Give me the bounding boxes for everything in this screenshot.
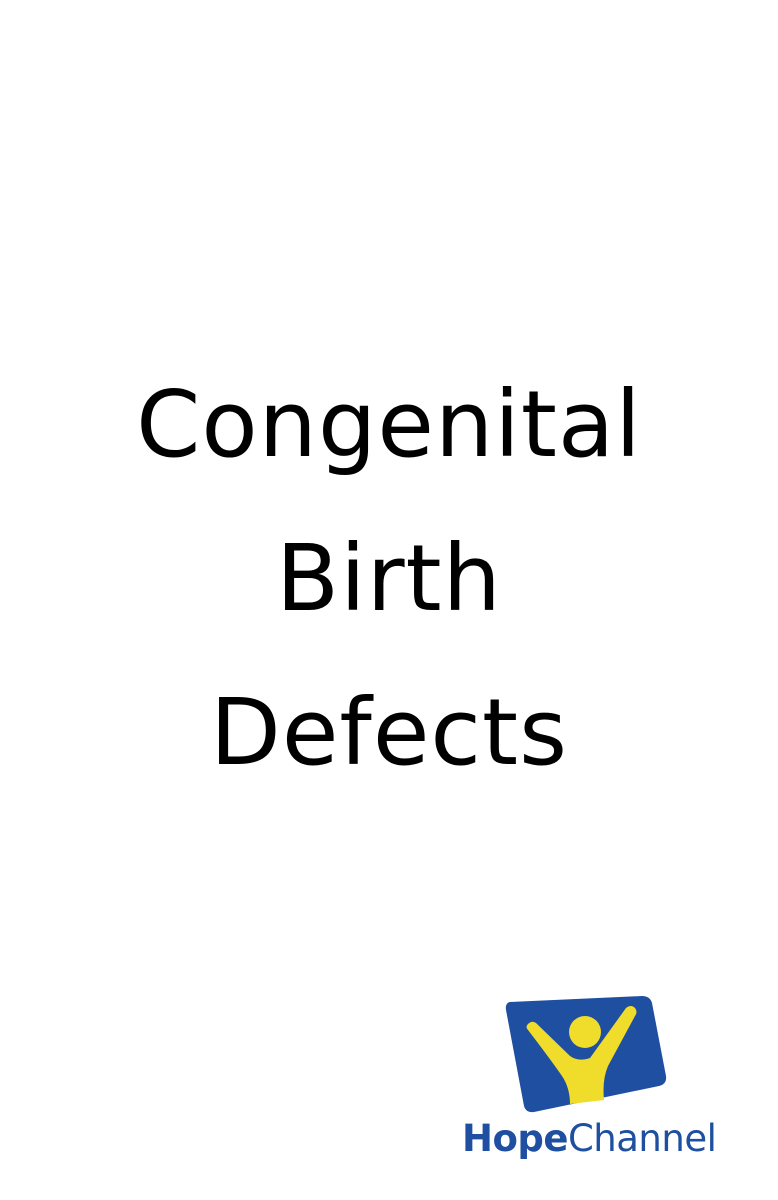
- page-title: Congenital Birth Defects: [0, 348, 778, 810]
- hope-channel-logo: HopeChannel: [462, 996, 717, 1166]
- title-line-2: Birth: [276, 525, 502, 632]
- logo-word-hope: Hope: [462, 1117, 568, 1160]
- hope-channel-person-icon: [505, 996, 667, 1113]
- title-line-3: Defects: [209, 679, 569, 786]
- logo-word-channel: Channel: [567, 1117, 717, 1160]
- logo-wordmark: HopeChannel: [462, 1114, 717, 1164]
- title-line-1: Congenital: [136, 371, 642, 478]
